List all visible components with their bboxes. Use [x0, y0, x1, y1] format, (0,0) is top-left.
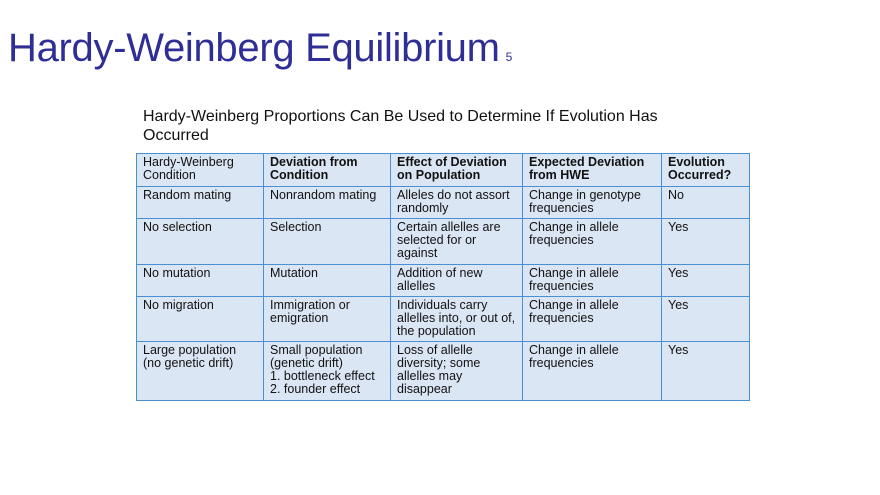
table-cell: Change in allele frequencies	[522, 341, 662, 401]
table-cell: Small population (genetic drift) 1. bott…	[263, 341, 391, 401]
header-cell: Deviation from Condition	[263, 153, 391, 187]
table-cell: Nonrandom mating	[263, 186, 391, 219]
table-header-row: Hardy-Weinberg Condition Deviation from C…	[136, 153, 750, 187]
table-cell: Yes	[661, 296, 750, 342]
header-cell: Effect of Deviation on Population	[390, 153, 523, 187]
table-cell: No mutation	[136, 264, 264, 297]
table-cell: Yes	[661, 341, 750, 401]
table-cell: Yes	[661, 264, 750, 297]
table-row: No migration Immigration or emigration Ind…	[136, 296, 750, 342]
table-row: Large population (no genetic drift) Small…	[136, 341, 750, 401]
table-row: No selection Selection Certain allelles ar…	[136, 218, 750, 265]
header-cell: Hardy-Weinberg Condition	[136, 153, 264, 187]
table-cell: Loss of allelle diversity; some allelles…	[390, 341, 523, 401]
table-row: Random mating Nonrandom mating Alleles do …	[136, 186, 750, 219]
table-cell: Selection	[263, 218, 391, 265]
table-cell: Yes	[661, 218, 750, 265]
table-cell: Individuals carry allelles into, or out …	[390, 296, 523, 342]
table-cell: Change in allele frequencies	[522, 218, 662, 265]
table-cell: Change in allele frequencies	[522, 264, 662, 297]
table-cell: No	[661, 186, 750, 219]
table-cell: Change in allele frequencies	[522, 296, 662, 342]
table-cell: Change in genotype frequencies	[522, 186, 662, 219]
hwe-table: Hardy-Weinberg Condition Deviation from C…	[136, 153, 750, 401]
slide-number: 5	[505, 50, 513, 64]
table-cell: Random mating	[136, 186, 264, 219]
title-text: Hardy-Weinberg Equilibrium	[8, 26, 500, 70]
table-cell: Large population (no genetic drift)	[136, 341, 264, 401]
table-cell: Addition of new allelles	[390, 264, 523, 297]
slide-title: Hardy-Weinberg Equilibrium 5	[8, 26, 512, 71]
table-cell: Alleles do not assort randomly	[390, 186, 523, 219]
table-cell: No selection	[136, 218, 264, 265]
table-row: No mutation Mutation Addition of new allel…	[136, 264, 750, 297]
header-cell: Expected Deviation from HWE	[522, 153, 662, 187]
table-cell: Mutation	[263, 264, 391, 297]
table-cell: Certain allelles are selected for or aga…	[390, 218, 523, 265]
table-caption: Hardy-Weinberg Proportions Can Be Used t…	[143, 108, 658, 144]
header-cell: Evolution Occurred?	[661, 153, 750, 187]
table-cell: No migration	[136, 296, 264, 342]
table-cell: Immigration or emigration	[263, 296, 391, 342]
